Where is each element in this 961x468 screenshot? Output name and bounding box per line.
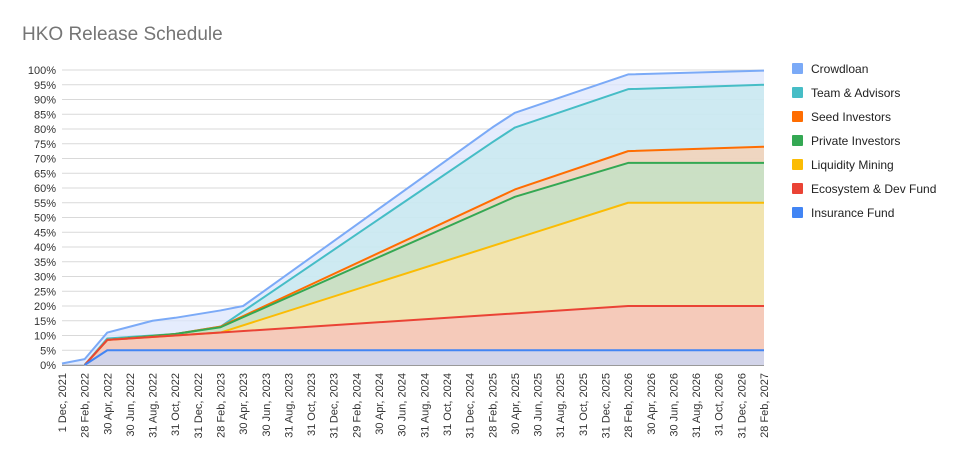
x-tick-label: 31 Oct, 2022 <box>170 373 182 436</box>
x-tick-label: 28 Feb, 2025 <box>487 373 499 438</box>
x-tick-label: 31 Oct, 2023 <box>306 373 318 436</box>
x-tick-label: 31 Dec, 2024 <box>465 373 477 438</box>
series-line-6 <box>84 349 764 366</box>
x-tick-label: 31 Dec, 2026 <box>736 373 748 438</box>
x-tick-label: 31 Aug, 2022 <box>148 373 160 438</box>
legend-swatch <box>792 87 803 98</box>
y-tick-label: 90% <box>34 95 56 107</box>
x-tick-label: 30 Apr, 2026 <box>646 373 658 435</box>
chart-title: HKO Release Schedule <box>22 24 223 45</box>
legend-swatch <box>792 207 803 218</box>
y-tick-label: 45% <box>34 227 56 239</box>
y-tick-label: 0% <box>40 360 56 372</box>
legend-label: Insurance Fund <box>811 206 894 220</box>
x-tick-label: 28 Feb, 2027 <box>759 373 771 438</box>
y-tick-label: 70% <box>34 154 56 166</box>
x-tick-label: 31 Aug, 2026 <box>691 373 703 438</box>
legend-swatch <box>792 159 803 170</box>
legend-label: Liquidity Mining <box>811 158 894 172</box>
legend-label: Private Investors <box>811 134 900 148</box>
x-tick-label: 30 Jun, 2024 <box>397 373 409 437</box>
legend-swatch <box>792 135 803 146</box>
y-tick-label: 80% <box>34 124 56 136</box>
legend: Crowdloan Team & Advisors Seed Investors Pr… <box>792 62 936 220</box>
y-tick-label: 20% <box>34 301 56 313</box>
x-tick-label: 31 Oct, 2024 <box>442 373 454 436</box>
series-line-0 <box>61 69 765 365</box>
x-tick-label: 31 Aug, 2023 <box>283 373 295 438</box>
y-tick-label: 25% <box>34 286 56 298</box>
legend-label: Seed Investors <box>811 110 891 124</box>
legend-label: Crowdloan <box>811 62 868 76</box>
x-tick-label: 31 Dec, 2022 <box>193 373 205 438</box>
y-tick-label: 85% <box>34 109 56 121</box>
y-tick-label: 60% <box>34 183 56 195</box>
series-line-5 <box>83 305 764 366</box>
x-tick-label: 28 Feb, 2022 <box>80 373 92 438</box>
x-tick-label: 30 Apr, 2022 <box>102 373 114 435</box>
y-tick-label: 30% <box>34 272 56 284</box>
y-tick-label: 95% <box>34 80 56 92</box>
legend-label: Ecosystem & Dev Fund <box>811 182 936 196</box>
legend-swatch <box>792 111 803 122</box>
x-tick-label: 30 Jun, 2026 <box>668 373 680 437</box>
y-tick-label: 100% <box>28 65 56 77</box>
x-tick-label: 31 Aug, 2025 <box>555 373 567 438</box>
x-tick-label: 28 Feb, 2026 <box>623 373 635 438</box>
y-tick-label: 55% <box>34 198 56 210</box>
y-tick-label: 10% <box>34 331 56 343</box>
x-tick-label: 31 Oct, 2026 <box>714 373 726 436</box>
x-tick-label: 31 Aug, 2024 <box>419 373 431 438</box>
x-tick-label: 30 Apr, 2025 <box>510 373 522 435</box>
y-tick-label: 40% <box>34 242 56 254</box>
legend-label: Team & Advisors <box>811 86 900 100</box>
y-tick-label: 75% <box>34 139 56 151</box>
y-tick-label: 50% <box>34 213 56 225</box>
x-tick-label: 30 Apr, 2023 <box>238 373 250 435</box>
x-tick-label: 29 Feb, 2024 <box>351 373 363 438</box>
legend-swatch <box>792 63 803 74</box>
legend-swatch <box>792 183 803 194</box>
x-tick-label: 1 Dec, 2021 <box>57 373 69 432</box>
x-tick-label: 30 Jun, 2025 <box>533 373 545 437</box>
series-lines <box>61 69 765 366</box>
axes: 0% 5% 10% 15% 20% 25% 30% 35% 40% 45% 50% 55% 60% 65%… <box>28 65 771 438</box>
y-tick-label: 5% <box>40 345 56 357</box>
x-tick-label: 31 Oct, 2025 <box>578 373 590 436</box>
x-tick-label: 30 Apr, 2024 <box>374 373 386 435</box>
x-tick-label: 31 Dec, 2025 <box>600 373 612 438</box>
y-tick-label: 65% <box>34 168 56 180</box>
y-tick-label: 35% <box>34 257 56 269</box>
x-tick-label: 31 Dec, 2023 <box>329 373 341 438</box>
x-tick-label: 30 Jun, 2023 <box>261 373 273 437</box>
area-6 <box>84 350 765 365</box>
y-tick-label: 15% <box>34 316 56 328</box>
x-tick-label: 30 Jun, 2022 <box>125 373 137 437</box>
series-line-1 <box>83 83 765 366</box>
x-tick-label: 28 Feb, 2023 <box>216 373 228 438</box>
